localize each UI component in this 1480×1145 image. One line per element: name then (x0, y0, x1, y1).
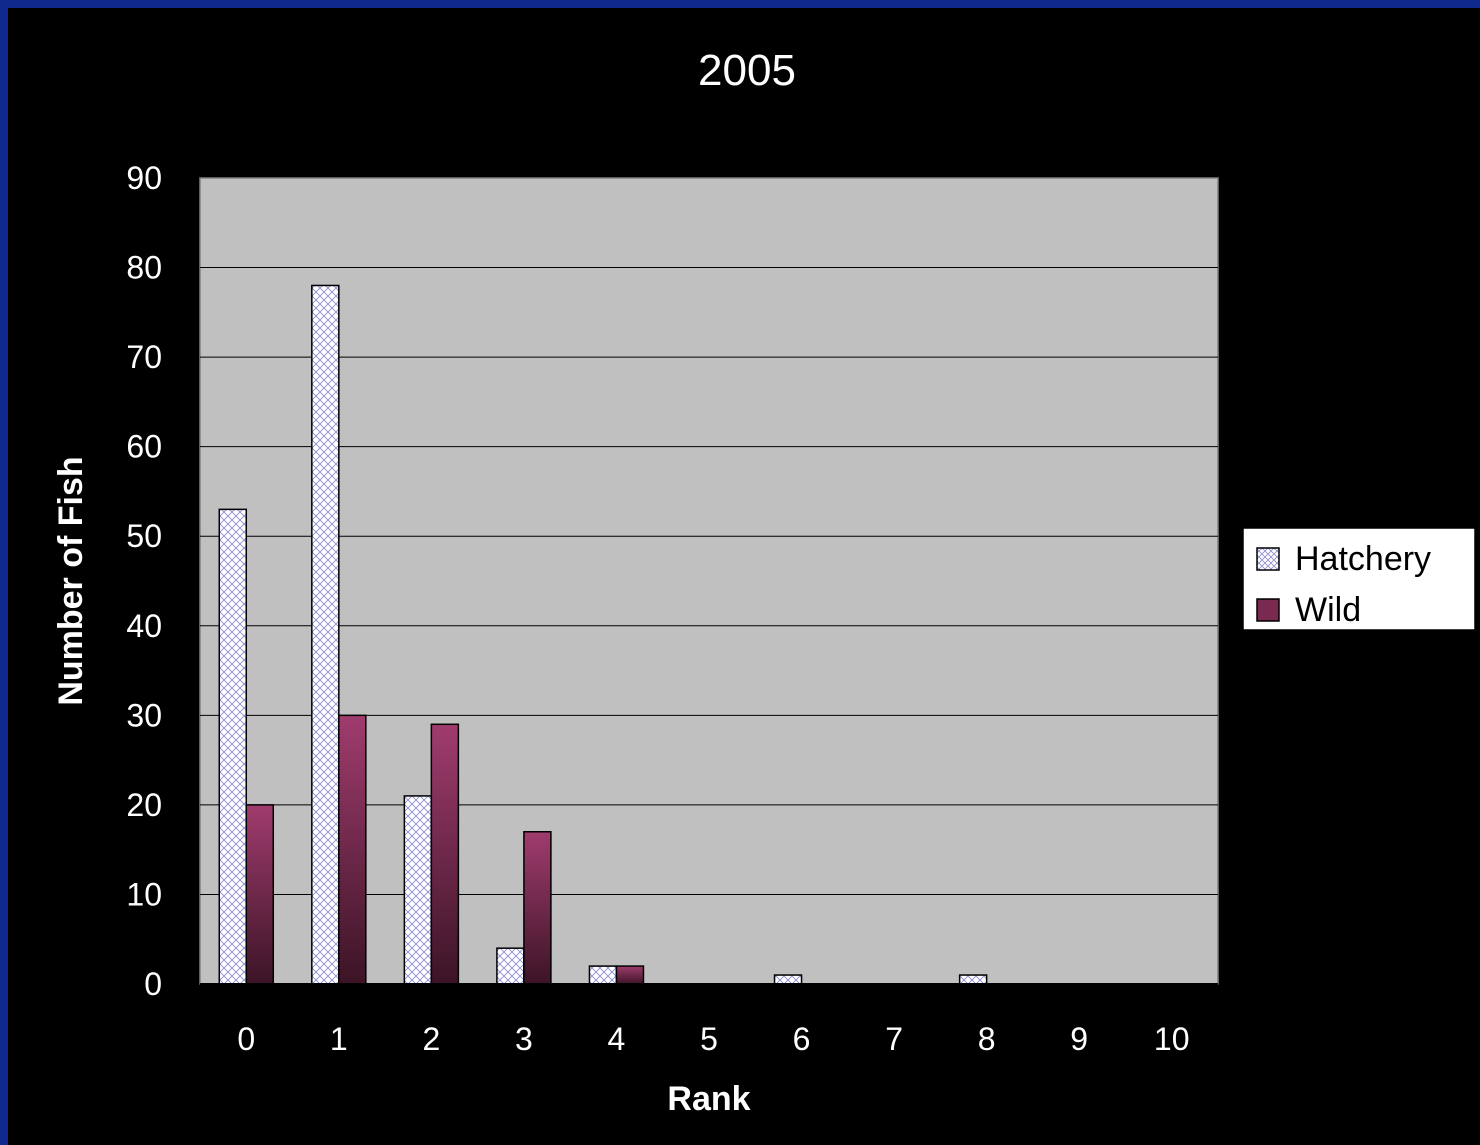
wild-bar (430, 723, 460, 985)
y-tick-label: 30 (126, 697, 162, 733)
bars (218, 284, 988, 985)
x-tick-label: 1 (330, 1021, 348, 1057)
y-tick-label: 70 (126, 339, 162, 375)
x-tick-label: 9 (1070, 1021, 1088, 1057)
y-tick-label: 40 (126, 608, 162, 644)
hatchery-bar (958, 974, 988, 985)
legend: Hatchery Wild (1242, 527, 1476, 631)
y-tick-label: 50 (126, 518, 162, 554)
wild-bar (523, 831, 552, 985)
x-tick-label: 6 (793, 1021, 811, 1057)
bar-chart: 2005 0 10 20 30 40 50 60 70 80 90 0 1 2 3 4 5 6 7 8 9 10 Ra… (52, 46, 1476, 1118)
x-tick-label: 8 (978, 1021, 996, 1057)
plot-area (199, 177, 1219, 985)
legend-hatchery-swatch (1256, 547, 1280, 571)
y-tick-label: 10 (126, 876, 162, 912)
hatchery-bar (496, 947, 525, 985)
x-tick-label: 10 (1154, 1021, 1190, 1057)
x-axis-label: Rank (667, 1080, 750, 1118)
legend-box (1242, 527, 1476, 631)
x-tick-label: 3 (515, 1021, 533, 1057)
wild-bar (338, 714, 367, 985)
hatchery-bar (311, 284, 340, 985)
wild-bar (615, 965, 645, 985)
wild-bar (245, 804, 275, 985)
y-tick-label: 80 (126, 250, 162, 286)
x-tick-label: 0 (237, 1021, 255, 1057)
legend-hatchery-label: Hatchery (1295, 540, 1431, 578)
legend-wild-label: Wild (1295, 591, 1361, 629)
hatchery-bar (773, 974, 803, 985)
hatchery-bar (218, 508, 248, 985)
y-tick-label: 20 (126, 787, 162, 823)
x-tick-label: 7 (885, 1021, 903, 1057)
x-tick-label: 4 (608, 1021, 626, 1057)
gridlines (200, 267, 1218, 895)
y-axis-label: Number of Fish (52, 456, 90, 705)
hatchery-bar (588, 965, 618, 985)
x-tick-label: 5 (700, 1021, 718, 1057)
y-tick-label: 0 (144, 966, 162, 1002)
legend-wild-swatch (1256, 598, 1280, 622)
x-axis-ticks: 0 1 2 3 4 5 6 7 8 9 10 (200, 983, 1218, 1057)
y-tick-label: 90 (126, 160, 162, 196)
chart-slide: 2005 0 10 20 30 40 50 60 70 80 90 0 1 2 3 4 5 6 7 8 9 10 Ra… (8, 8, 1480, 1145)
y-tick-label: 60 (126, 429, 162, 465)
x-tick-label: 2 (422, 1021, 440, 1057)
hatchery-bar (403, 795, 433, 985)
y-axis-ticks: 0 10 20 30 40 50 60 70 80 90 (126, 160, 162, 1002)
chart-title: 2005 (698, 46, 796, 95)
